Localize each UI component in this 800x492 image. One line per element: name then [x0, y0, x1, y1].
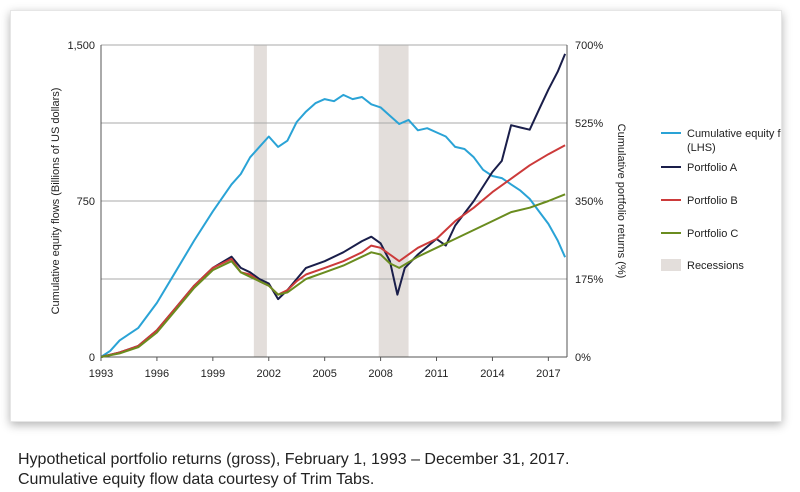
x-tick-label-1996: 1996 — [145, 368, 169, 380]
caption-line-2: Cumulative equity flow data courtesy of … — [18, 471, 375, 488]
series-line-2 — [100, 53, 567, 358]
y-right-tick-label-3: 350% — [575, 196, 603, 208]
caption-line-1: Hypothetical portfolio returns (gross), … — [18, 451, 570, 468]
x-tick-label-1993: 1993 — [89, 368, 113, 380]
y-left-tick-label-2: 750 — [77, 196, 95, 208]
series-line-3 — [100, 144, 566, 358]
x-tick-label-2017: 2017 — [536, 368, 560, 380]
x-tick-label-2011: 2011 — [425, 368, 449, 380]
equity-flows-vs-returns-chart: 1993 1996 1999 2002 2005 2008 2011 2014 2017 0 750… — [50, 40, 781, 380]
x-tick-label-2008: 2008 — [368, 368, 392, 380]
legend-label-4: Portfolio C — [687, 228, 738, 240]
legend: Cumulative equity flows (LHS) Portfolio A P… — [661, 128, 781, 272]
legend-label-1-cont: (LHS) — [687, 142, 716, 154]
x-tick-label-2002: 2002 — [257, 368, 281, 380]
y-right-tick-label-4: 525% — [575, 118, 603, 130]
legend-label-2: Portfolio A — [687, 162, 738, 174]
y-right-tick-label-2: 175% — [575, 274, 603, 286]
chart-card: 1993 1996 1999 2002 2005 2008 2011 2014 2017 0 750… — [10, 10, 782, 422]
caption: Hypothetical portfolio returns (gross), … — [18, 450, 788, 490]
y-left-tick-label-1: 0 — [89, 352, 95, 364]
series-line-4 — [100, 193, 566, 358]
x-tick-label-1999: 1999 — [201, 368, 225, 380]
series-line-1 — [100, 93, 567, 358]
y-right-tick-label-1: 0% — [575, 352, 591, 364]
y-right-tick-label-5: 700% — [575, 40, 603, 52]
x-tick-label-2005: 2005 — [312, 368, 336, 380]
legend-label-recessions: Recessions — [687, 260, 744, 272]
legend-label-1: Cumulative equity flows — [687, 128, 781, 140]
legend-label-3: Portfolio B — [687, 195, 738, 207]
x-tick-label-2014: 2014 — [480, 368, 504, 380]
legend-swatch-recessions — [661, 259, 681, 271]
y-left-tick-label-3: 1,500 — [67, 40, 95, 52]
y-axis-left-label: Cumulative equity flows (Billions of US … — [50, 88, 62, 315]
y-axis-right-label: Cumulative portfolio returns (%) — [615, 124, 627, 279]
